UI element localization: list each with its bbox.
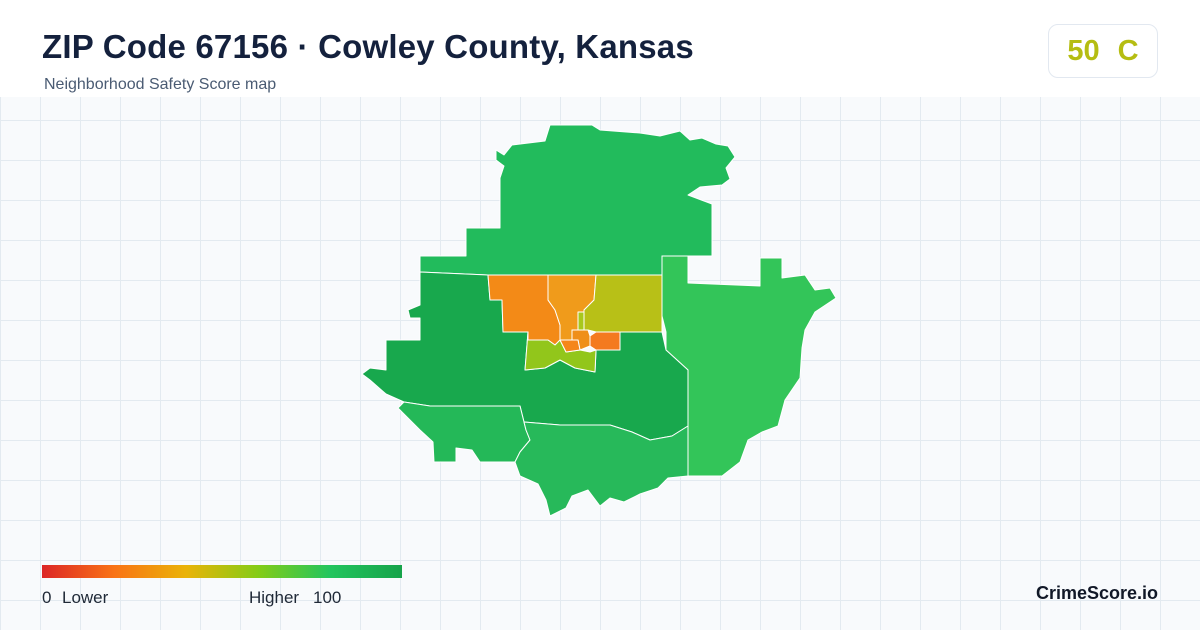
region-south-town-tract[interactable]: [524, 331, 597, 373]
region-central-block-3[interactable]: [577, 311, 585, 331]
page-subtitle: Neighborhood Safety Score map: [44, 76, 277, 93]
legend-max-label: 100: [313, 588, 342, 607]
region-north-tract[interactable]: [419, 124, 736, 276]
region-southwest-tract[interactable]: [397, 401, 531, 463]
safety-score-badge: 50 C: [1048, 24, 1158, 78]
brand-name[interactable]: CrimeScore.io: [1035, 583, 1158, 603]
page-title: ZIP Code 67156 · Cowley County, Kansas: [42, 28, 694, 65]
legend-min-label: 0: [42, 588, 52, 607]
region-south-tract[interactable]: [514, 421, 689, 517]
legend-low-label: Lower: [62, 588, 109, 607]
legend-high-label: Higher: [249, 588, 300, 607]
score-legend-gradient: [42, 565, 402, 578]
score-grade: C: [1117, 34, 1139, 67]
score-value: 50: [1067, 34, 1100, 67]
region-northeast-town-tract[interactable]: [583, 274, 663, 333]
region-central-block-2[interactable]: [559, 339, 581, 353]
region-east-town-tract[interactable]: [589, 331, 621, 351]
